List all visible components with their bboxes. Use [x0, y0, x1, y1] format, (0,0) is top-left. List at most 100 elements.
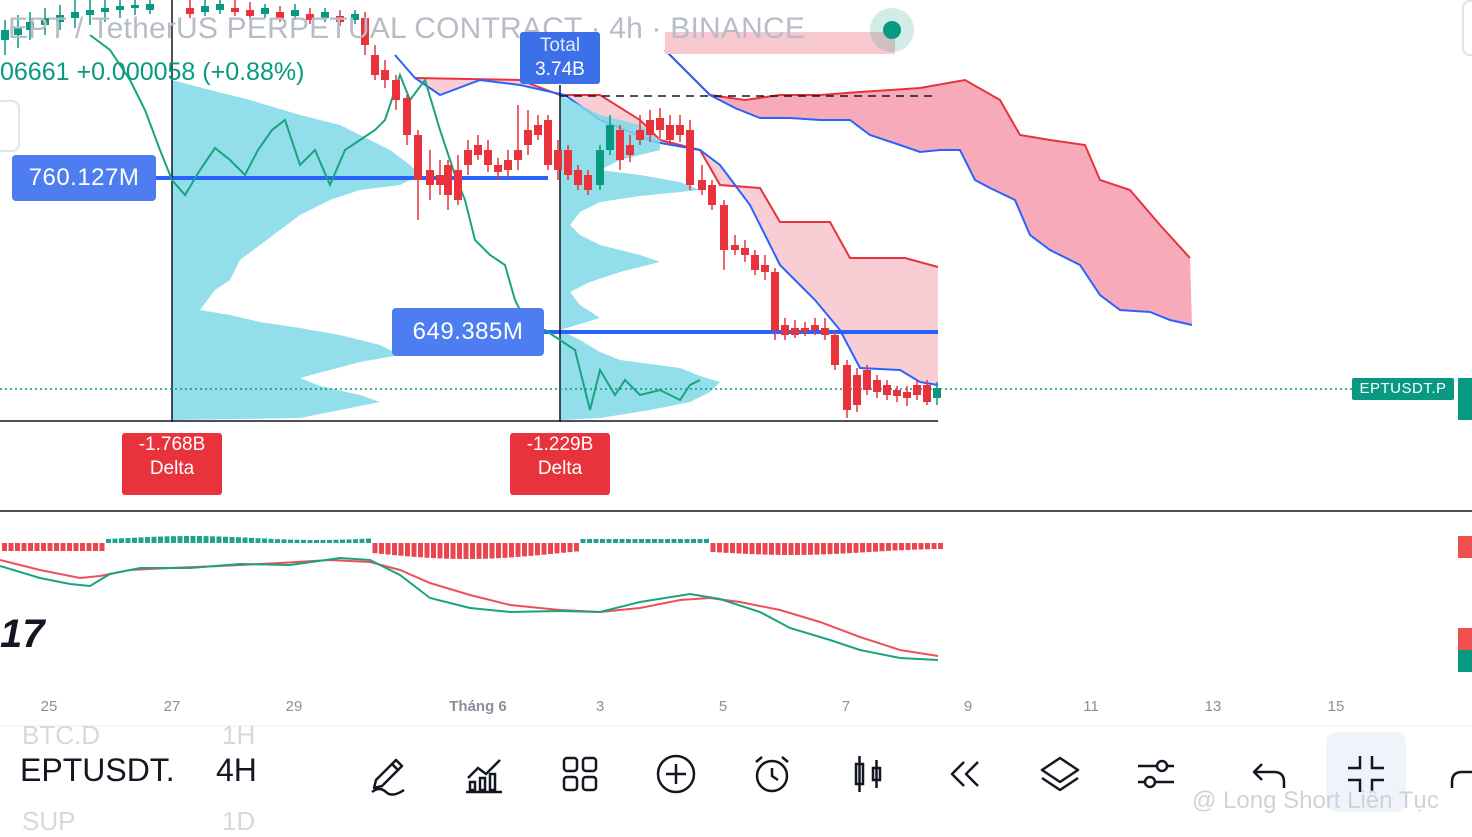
macd-bar — [392, 543, 397, 556]
tradingview-logo[interactable]: 17 — [0, 612, 45, 656]
undo-icon — [1252, 763, 1286, 788]
macd-bar — [255, 538, 261, 543]
candle-body — [403, 98, 411, 135]
macd-bar — [496, 543, 501, 559]
scale-tag-green-1 — [1458, 650, 1472, 672]
macd-bar — [788, 543, 794, 555]
candle-body — [863, 370, 871, 390]
macd-bar — [106, 538, 111, 543]
macd-bar — [223, 536, 228, 543]
candle-body — [524, 130, 532, 145]
macd-bar — [541, 543, 547, 555]
macd-bar — [730, 543, 735, 554]
macd-bar — [899, 543, 904, 551]
macd-bar — [808, 543, 813, 555]
macd-bar — [613, 539, 618, 543]
macd-bar — [424, 543, 430, 558]
x-tick: 5 — [718, 698, 728, 715]
layout-button[interactable] — [554, 748, 606, 800]
candle-body — [1, 30, 9, 40]
x-tick-month: Tháng 6 — [449, 698, 507, 715]
candle-body — [853, 375, 861, 405]
macd-bar — [125, 538, 131, 543]
lagging-span — [89, 34, 701, 411]
layers-button[interactable] — [1034, 748, 1086, 800]
scale-tag-red-1 — [1458, 536, 1472, 558]
settings-button[interactable] — [1130, 748, 1182, 800]
chart-type-button[interactable] — [842, 748, 894, 800]
ichimoku-span-a — [664, 49, 1191, 259]
candle-body — [913, 385, 921, 395]
macd-bar — [918, 543, 924, 550]
draw-button[interactable] — [362, 748, 414, 800]
collapse-button[interactable] — [1340, 748, 1392, 800]
macd-bar — [34, 543, 40, 551]
right-edge-button[interactable] — [1462, 0, 1472, 56]
candle-body — [291, 10, 299, 16]
macd-bar — [483, 543, 488, 559]
candle-body — [131, 5, 139, 8]
cloud-top-band — [665, 32, 895, 54]
candle-body — [186, 8, 194, 14]
poc-label-left: 760.127M — [12, 155, 156, 201]
macd-bar — [522, 543, 527, 557]
macd-bar — [834, 543, 839, 554]
macd-bar — [717, 543, 722, 553]
macd-bar — [561, 543, 566, 553]
macd-bar — [99, 543, 105, 551]
left-edge-button[interactable] — [0, 100, 20, 152]
macd-bar — [515, 543, 521, 557]
x-tick: 7 — [841, 698, 851, 715]
timeframe-selector[interactable]: 4H — [216, 752, 257, 788]
candle-body — [361, 18, 369, 45]
candle-body — [831, 335, 839, 365]
macd-bar — [463, 543, 469, 559]
total-label: Total — [539, 35, 581, 56]
candle-body — [636, 130, 644, 140]
rewind-icon — [950, 761, 979, 787]
macd-bar — [931, 543, 937, 550]
scale-tag-green-2 — [1458, 378, 1472, 420]
redo-button[interactable] — [1440, 748, 1472, 800]
candle-body — [146, 4, 154, 10]
time-axis[interactable]: 25 27 29 Tháng 6 3 5 7 9 11 13 15 — [0, 698, 1472, 718]
macd-bar — [54, 543, 59, 551]
candle-body — [14, 28, 22, 35]
macd-bar — [203, 536, 209, 543]
symbol-selector[interactable]: EPTUSDT. — [20, 752, 175, 788]
price-change: 06661 +0.000058 (+0.88%) — [0, 58, 305, 86]
symbol-price-tag: EPTUSDT.P — [1352, 378, 1454, 400]
undo-button[interactable] — [1244, 748, 1296, 800]
total-volume-box: Total 3.74B — [520, 32, 600, 84]
macd-bar — [678, 539, 683, 543]
ichimoku-cloud-mid — [415, 78, 938, 385]
x-tick: 11 — [1083, 698, 1099, 715]
candle-body — [392, 80, 400, 100]
x-tick: 9 — [963, 698, 973, 715]
add-button[interactable] — [650, 748, 702, 800]
indicators-button[interactable] — [458, 748, 510, 800]
delta-box-1: -1.768B Delta — [122, 433, 222, 495]
macd-bar — [366, 538, 371, 543]
macd-bar — [249, 537, 254, 543]
alert-button[interactable] — [746, 748, 798, 800]
market-status-dot[interactable] — [870, 8, 914, 52]
candle-body — [801, 328, 809, 332]
macd-bar — [619, 539, 625, 543]
macd-bar — [229, 536, 235, 543]
macd-bar — [912, 543, 917, 550]
macd-bar — [710, 543, 716, 553]
macd-bar — [814, 543, 820, 555]
ghost-tf-below: 1D — [222, 806, 256, 836]
candle-body — [484, 150, 492, 165]
macd-bar — [873, 543, 878, 552]
candle-body — [893, 390, 901, 396]
macd-bar — [197, 536, 202, 543]
replay-button[interactable] — [938, 748, 990, 800]
macd-bar — [892, 543, 898, 551]
x-tick: 3 — [595, 698, 605, 715]
candle-body — [666, 125, 674, 140]
collapse-button-bg[interactable] — [1326, 732, 1406, 812]
candle-body — [791, 328, 799, 335]
